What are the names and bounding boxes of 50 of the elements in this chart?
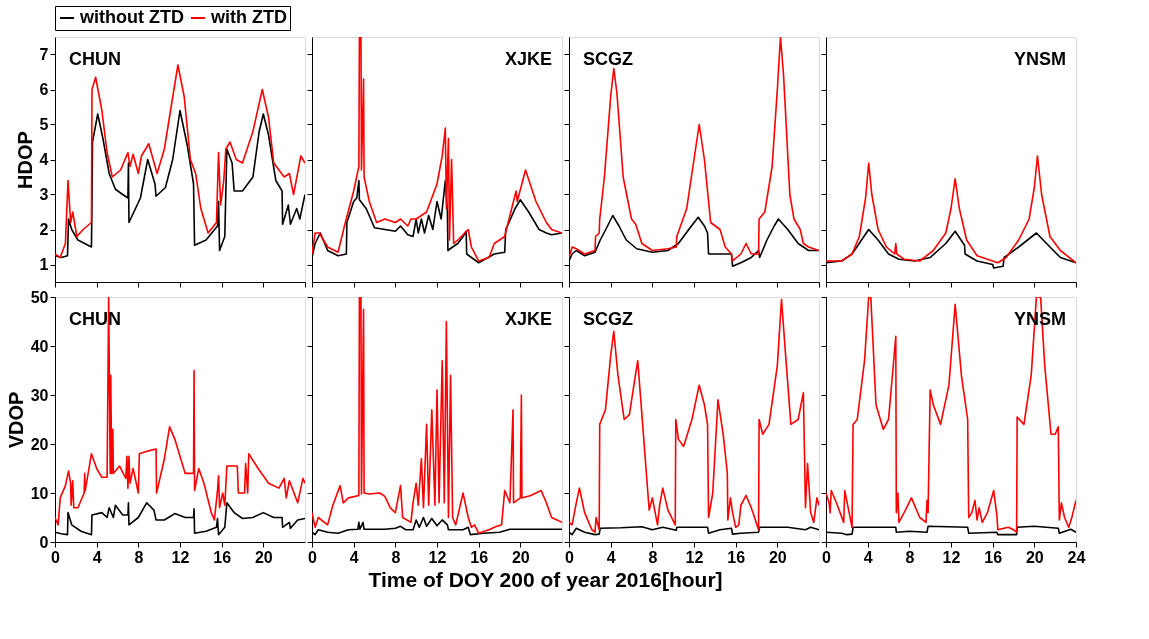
x-tick-label: 24 (1067, 548, 1086, 566)
x-tick-label: 16 (470, 548, 489, 566)
y-axis-title: VDOP (4, 391, 27, 449)
y-tick-label: 30 (30, 386, 49, 404)
x-tick-label: 12 (685, 548, 704, 566)
y-tick-label: 5 (39, 116, 49, 133)
y-tick-label: 7 (39, 46, 49, 63)
x-tick-label: 0 (565, 548, 575, 566)
legend-label: with ZTD (210, 7, 287, 27)
annotation: XJKE (504, 49, 552, 69)
x-tick-label: 20 (768, 548, 787, 566)
x-tick-label: 12 (171, 548, 190, 566)
x-tick-label: 4 (349, 548, 359, 566)
x-axis-title: Time of DOY 200 of year 2016[hour] (368, 567, 723, 591)
x-tick-label: 20 (1025, 548, 1044, 566)
x-tick-label: 12 (428, 548, 447, 566)
y-tick-label: 50 (30, 288, 49, 306)
y-tick-label: 40 (30, 337, 49, 355)
y-tick-label: 1 (39, 256, 49, 273)
x-tick-label: 8 (648, 548, 658, 566)
x-tick-label: 0 (308, 548, 318, 566)
x-tick-label: 8 (134, 548, 144, 566)
y-tick-label: 20 (30, 435, 49, 453)
x-tick-label: 12 (942, 548, 961, 566)
y-tick-label: 2 (39, 221, 49, 238)
x-tick-label: 16 (727, 548, 746, 566)
annotation: CHUN (69, 49, 121, 69)
x-tick-label: 0 (822, 548, 832, 566)
x-tick-label: 20 (511, 548, 530, 566)
x-tick-label: 16 (984, 548, 1003, 566)
annotation: SCGZ (583, 49, 634, 69)
x-tick-label: 16 (213, 548, 232, 566)
x-tick-label: 8 (391, 548, 401, 566)
y-tick-label: 3 (39, 186, 49, 203)
y-tick-label: 6 (39, 81, 49, 98)
y-axis-title: HDOP (13, 131, 36, 189)
y-tick-label: 10 (30, 484, 49, 502)
x-tick-label: 20 (254, 548, 273, 566)
line-series (55, 297, 305, 526)
x-tick-label: 4 (92, 548, 102, 566)
y-tick-label: 0 (39, 533, 49, 551)
legend-label: without ZTD (79, 7, 184, 27)
annotation: XJKE (504, 309, 552, 329)
x-tick-label: 0 (51, 548, 61, 566)
annotation: YNSM (1013, 49, 1066, 69)
y-tick-label: 4 (39, 151, 49, 168)
annotation: SCGZ (583, 309, 634, 329)
x-tick-label: 4 (606, 548, 616, 566)
x-tick-label: 4 (863, 548, 873, 566)
x-tick-label: 8 (905, 548, 915, 566)
